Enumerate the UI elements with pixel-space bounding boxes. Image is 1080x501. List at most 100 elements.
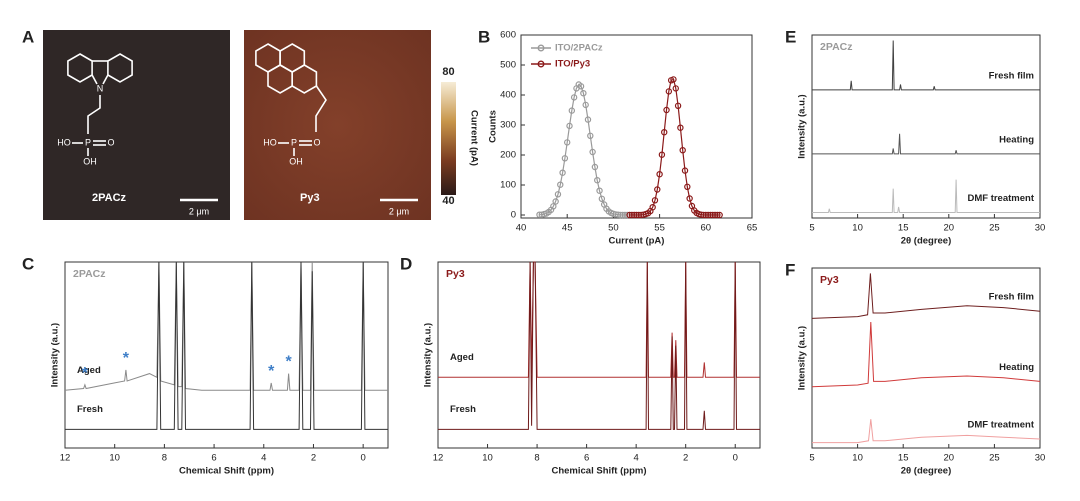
atom-label: P (85, 137, 91, 147)
series-label: Aged (77, 365, 101, 376)
series-line (812, 179, 1040, 213)
data-point (684, 183, 691, 190)
series-label: Fresh film (989, 292, 1034, 303)
data-point (559, 169, 566, 176)
y-tick-label: 400 (500, 90, 516, 101)
x-tick-label: 60 (701, 223, 712, 234)
colorbar (441, 82, 456, 195)
x-tick-label: 40 (516, 223, 527, 234)
data-point (552, 198, 559, 205)
data-point (714, 211, 721, 219)
data-point (677, 124, 684, 131)
x-tick-label: 4 (261, 453, 266, 464)
panel-label: Py3 (820, 274, 839, 286)
x-tick-label: 45 (562, 223, 573, 234)
data-point (679, 146, 686, 154)
panel-letter: B (478, 27, 490, 46)
atom-label: HO (57, 137, 71, 147)
series-line (438, 261, 760, 430)
x-tick-label: 15 (898, 223, 909, 234)
panel-letter: F (785, 260, 795, 279)
data-point (594, 176, 601, 184)
atom-label: O (107, 137, 114, 147)
data-point (654, 186, 661, 193)
x-tick-label: 0 (733, 453, 738, 464)
x-tick-label: 30 (1035, 453, 1046, 464)
x-tick-label: 8 (162, 453, 167, 464)
atom-label: OH (289, 156, 303, 166)
image-label: 2PACz (92, 192, 127, 204)
afm-image (43, 30, 230, 220)
data-point (557, 181, 564, 188)
series-line (811, 321, 1041, 388)
panel-label: Py3 (446, 268, 465, 280)
y-tick-label: 200 (500, 150, 516, 161)
data-point (564, 139, 571, 146)
series-line (65, 261, 388, 430)
y-axis-label: Intensity (a.u.) (797, 94, 808, 158)
y-axis-label: Counts (488, 110, 499, 143)
x-tick-label: 6 (584, 453, 589, 464)
series-line (629, 78, 720, 216)
x-axis-label: Current (pA) (609, 236, 665, 247)
legend-marker (537, 44, 545, 52)
series-line (812, 133, 1040, 155)
annotation: * (123, 350, 130, 367)
y-tick-label: 600 (500, 30, 516, 41)
y-axis-label: Intensity (a.u.) (797, 326, 808, 390)
series-label: Heating (999, 362, 1034, 373)
series-line (539, 83, 628, 216)
atom-label: O (313, 137, 320, 147)
plot-frame (811, 267, 1041, 449)
x-tick-label: 12 (433, 453, 444, 464)
plot-frame (64, 261, 389, 449)
atom-label: P (291, 137, 297, 147)
x-tick-label: 2 (683, 453, 688, 464)
annotation: * (268, 363, 275, 380)
x-tick-label: 2 (311, 453, 316, 464)
plot-frame (437, 261, 761, 449)
data-point (591, 163, 599, 171)
data-point (554, 191, 562, 198)
x-tick-label: 4 (634, 453, 639, 464)
data-point (649, 203, 656, 211)
annotation: * (285, 354, 292, 371)
molecule-2pacz (67, 53, 133, 156)
y-tick-label: 500 (500, 60, 516, 71)
data-point (658, 151, 666, 158)
data-point (561, 155, 569, 162)
data-point (681, 167, 689, 174)
data-point (568, 107, 576, 114)
legend-marker (537, 60, 545, 68)
data-point (580, 89, 587, 97)
x-tick-label: 25 (989, 223, 1000, 234)
data-point (663, 106, 670, 114)
series-line (812, 419, 1041, 444)
series-label: Fresh (77, 404, 103, 415)
x-axis-label: 2θ (degree) (901, 236, 952, 247)
data-point (587, 132, 594, 139)
y-axis-label: Intensity (a.u.) (50, 323, 61, 387)
atom-label: N (97, 83, 104, 93)
series-label: Fresh film (989, 70, 1034, 81)
x-tick-label: 6 (211, 453, 216, 464)
data-point (651, 197, 659, 204)
atom-label: OH (83, 156, 97, 166)
panel-letter: D (400, 254, 412, 273)
series-label: Aged (450, 352, 474, 363)
x-tick-label: 12 (60, 453, 71, 464)
x-tick-label: 10 (852, 223, 863, 234)
y-tick-label: 100 (500, 180, 516, 191)
x-tick-label: 55 (654, 223, 665, 234)
panel-letter: C (22, 254, 34, 273)
series-label: Fresh (450, 404, 476, 415)
scale-bar-label: 2 μm (189, 206, 209, 216)
data-point (589, 148, 596, 156)
series-line (812, 40, 1040, 91)
data-point (582, 101, 589, 109)
data-point (570, 94, 578, 101)
series-label: DMF treatment (967, 420, 1034, 431)
y-tick-label: 0 (511, 210, 516, 221)
data-point (577, 83, 585, 90)
